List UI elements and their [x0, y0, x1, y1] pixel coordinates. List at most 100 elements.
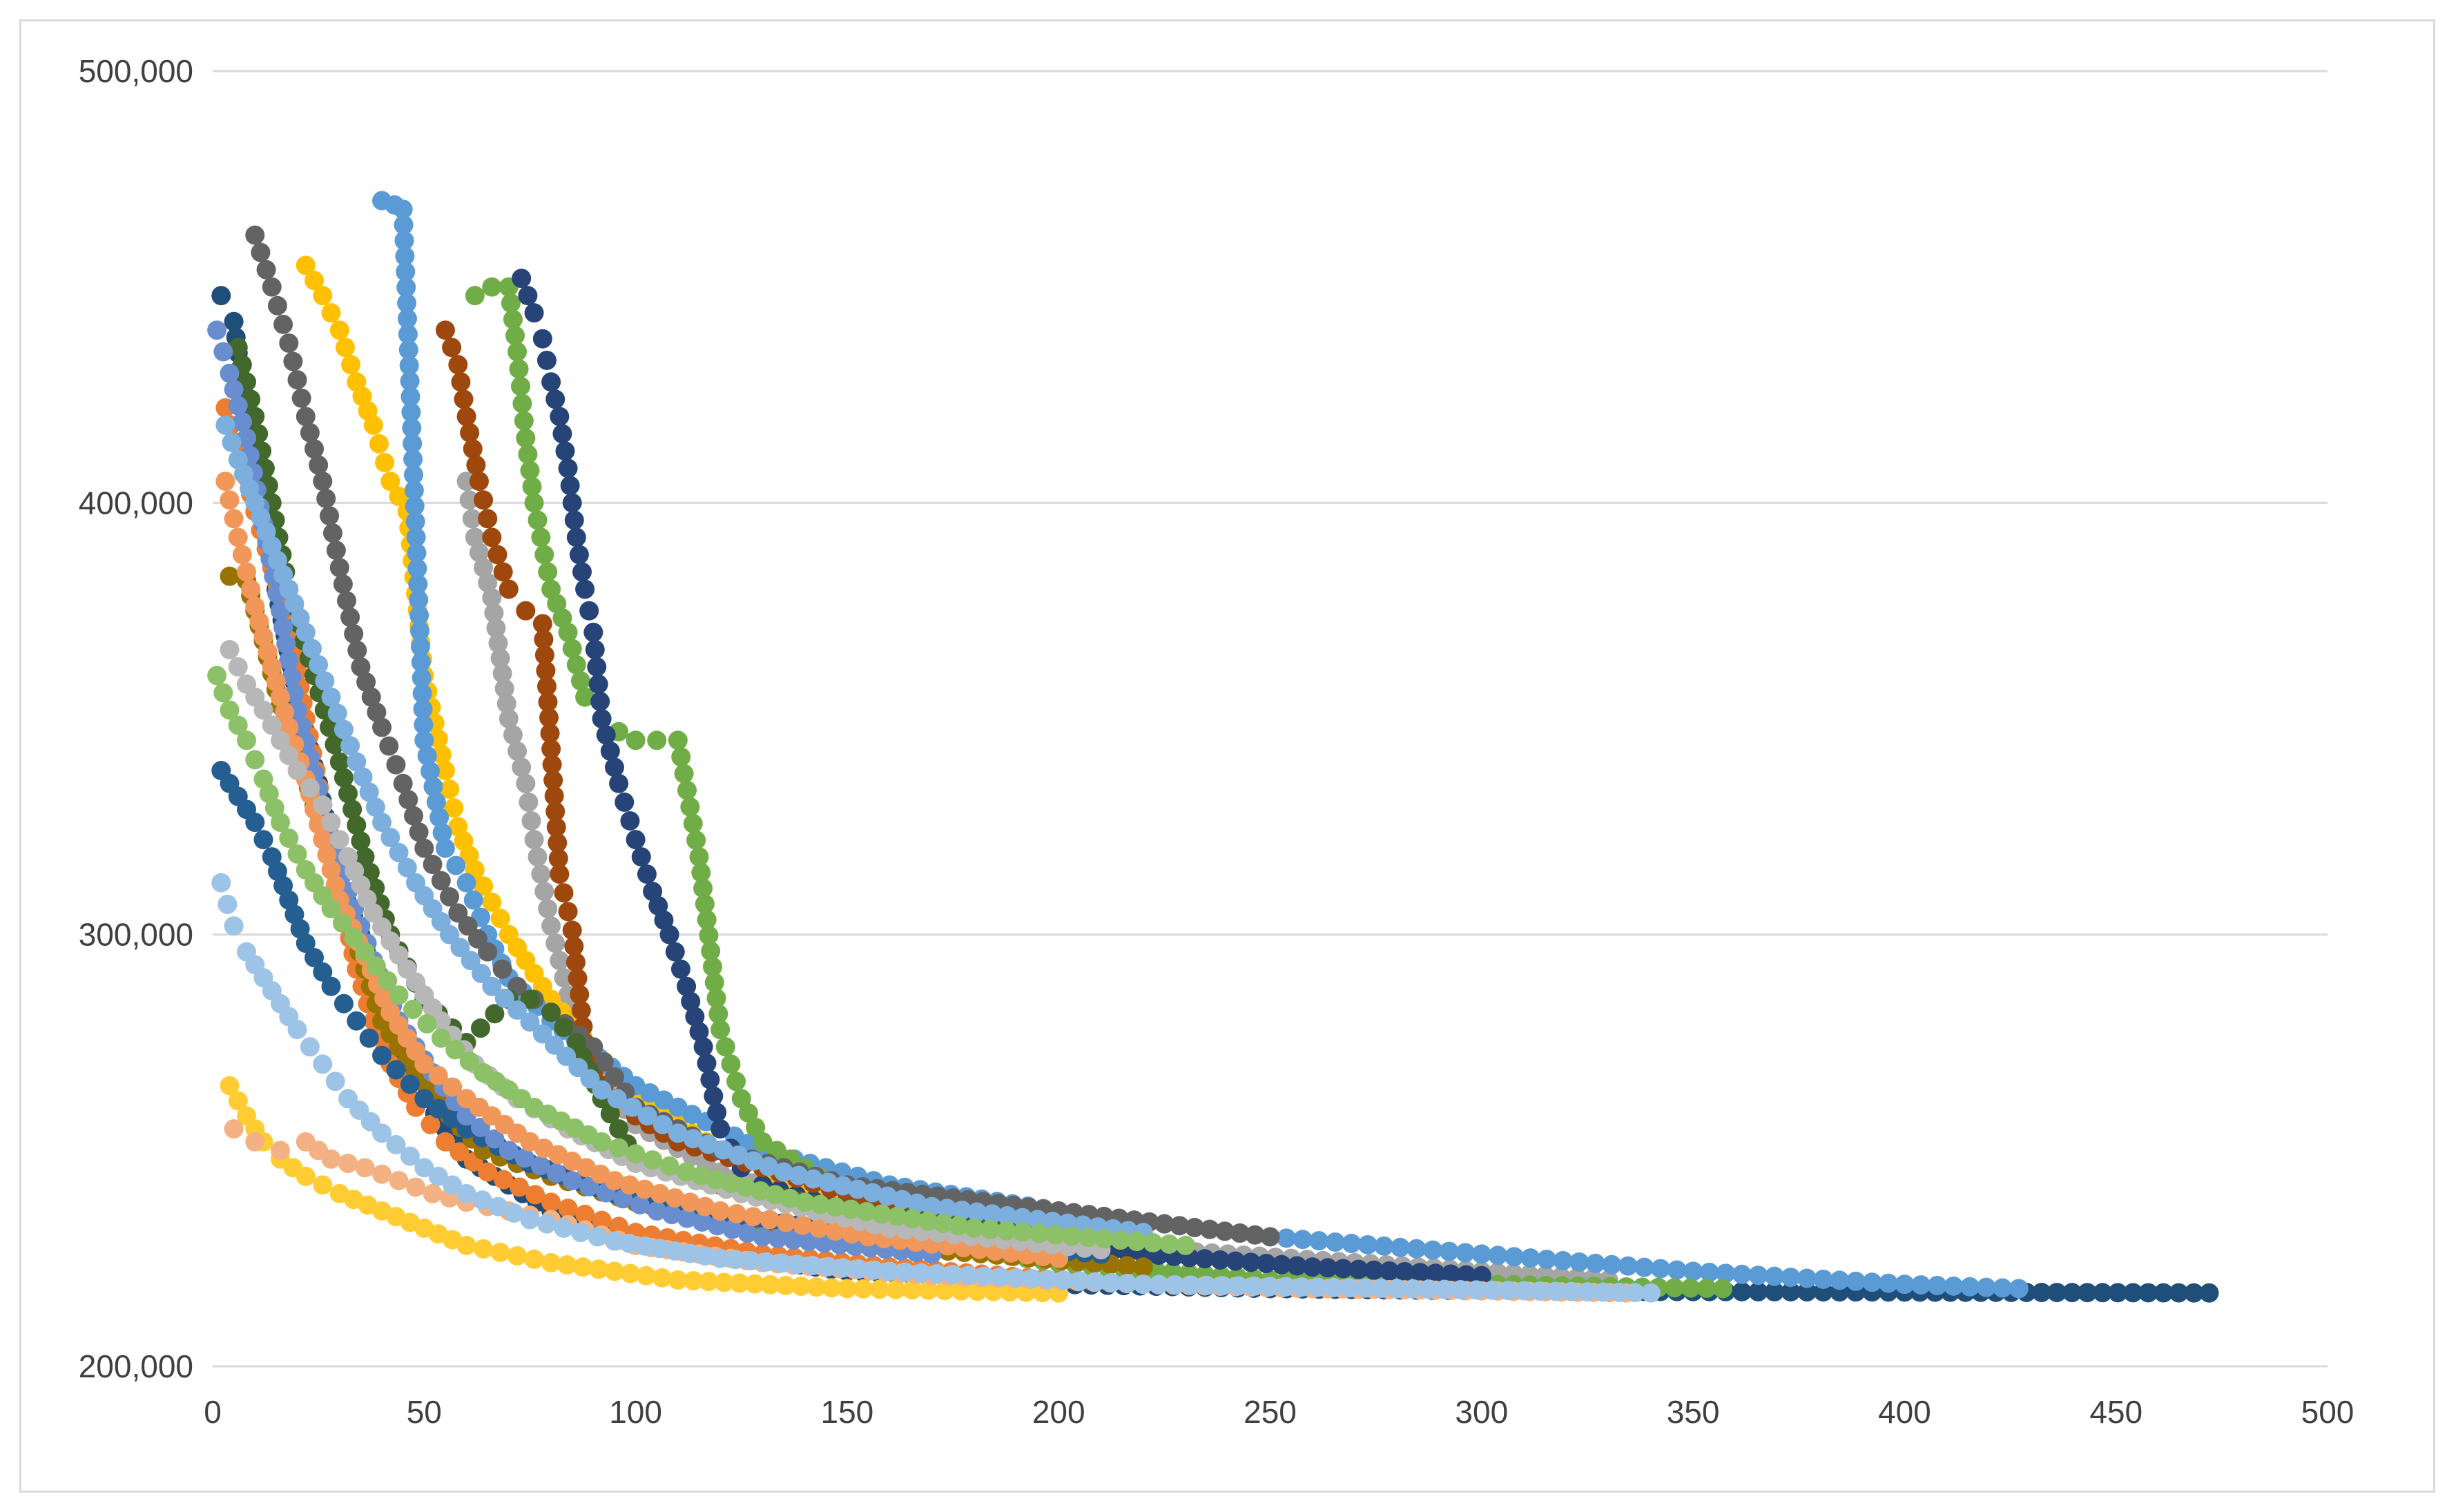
data-point [321, 976, 341, 996]
data-point [402, 418, 422, 438]
data-point [313, 830, 333, 850]
x-tick-label: 0 [204, 1394, 222, 1430]
data-point [443, 1175, 463, 1195]
data-point [224, 916, 244, 936]
data-point [296, 255, 316, 275]
data-point [412, 668, 432, 688]
data-point [296, 407, 316, 427]
data-point [512, 269, 532, 289]
data-point [414, 838, 434, 858]
data-point [2078, 1283, 2098, 1303]
data-point [528, 510, 548, 530]
data-point [539, 708, 559, 728]
data-point [296, 933, 316, 953]
data-point [681, 991, 701, 1011]
data-point [287, 1020, 307, 1040]
data-point [652, 1114, 673, 1134]
data-point [1504, 1247, 1524, 1267]
data-point [531, 864, 551, 884]
data-point [1403, 1279, 1423, 1299]
data-point [1911, 1275, 1931, 1295]
data-point [499, 1141, 519, 1161]
data-point [249, 612, 269, 632]
data-point [583, 622, 603, 642]
data-point [536, 1214, 557, 1234]
data-point [562, 1171, 582, 1191]
data-point [708, 1004, 728, 1024]
data-point [347, 815, 367, 835]
data-point [347, 640, 367, 660]
data-point [650, 1239, 670, 1259]
data-point [959, 1266, 979, 1286]
data-point [224, 1119, 244, 1139]
data-point [1732, 1264, 1752, 1284]
data-point [745, 1274, 765, 1294]
data-point [677, 1162, 697, 1182]
data-point [699, 925, 719, 945]
data-point [541, 916, 561, 936]
data-point [522, 476, 542, 496]
data-point [1195, 1249, 1215, 1269]
y-tick-label: 400,000 [79, 485, 193, 521]
data-point [1553, 1251, 1573, 1271]
data-points [207, 191, 2219, 1303]
data-point [300, 778, 320, 798]
data-point [1333, 1259, 1353, 1279]
series-6 [465, 277, 1732, 1299]
data-point [841, 1199, 861, 1219]
data-point [1895, 1274, 1915, 1295]
data-point [548, 833, 568, 853]
data-point [570, 985, 590, 1005]
data-point [344, 624, 364, 644]
data-point [697, 910, 717, 930]
data-point [604, 1171, 624, 1191]
data-point [683, 813, 703, 833]
data-point [309, 455, 329, 475]
data-point [325, 875, 345, 895]
data-point [600, 1104, 620, 1124]
data-point [1797, 1268, 1817, 1288]
y-tick-label: 200,000 [79, 1348, 193, 1384]
data-point [1716, 1263, 1736, 1283]
data-point [411, 652, 431, 672]
data-point [695, 1196, 715, 1217]
data-point [507, 741, 528, 761]
data-point [659, 924, 679, 944]
data-point [317, 844, 337, 864]
data-point [680, 1243, 700, 1263]
data-point [228, 527, 248, 547]
data-point [759, 1156, 779, 1176]
data-point [428, 1166, 448, 1186]
data-point [347, 1011, 367, 1031]
data-point [367, 702, 387, 722]
data-point [519, 792, 539, 812]
data-point [499, 709, 519, 728]
data-point [428, 1098, 448, 1118]
data-point [353, 767, 373, 787]
data-point [220, 363, 240, 383]
data-point [397, 309, 417, 329]
data-point [490, 1242, 510, 1262]
data-point [532, 329, 552, 349]
data-point [546, 817, 566, 837]
data-point [488, 1196, 508, 1217]
data-point [472, 963, 492, 983]
series-18 [207, 666, 1195, 1255]
data-point [504, 1203, 524, 1223]
y-tick-label: 500,000 [79, 53, 193, 89]
data-point [1149, 1274, 1169, 1295]
data-point [465, 286, 485, 306]
data-point [538, 692, 558, 712]
data-point [309, 655, 329, 675]
data-point [774, 1162, 794, 1182]
data-point [325, 1072, 345, 1092]
data-point [643, 1150, 663, 1170]
data-point [442, 338, 462, 358]
x-tick-label: 100 [609, 1394, 662, 1430]
data-point [474, 558, 494, 578]
data-point [550, 864, 570, 884]
data-point [394, 215, 414, 235]
x-tick-label: 350 [1667, 1394, 1720, 1430]
data-point [1456, 1243, 1476, 1263]
data-point [558, 622, 578, 642]
